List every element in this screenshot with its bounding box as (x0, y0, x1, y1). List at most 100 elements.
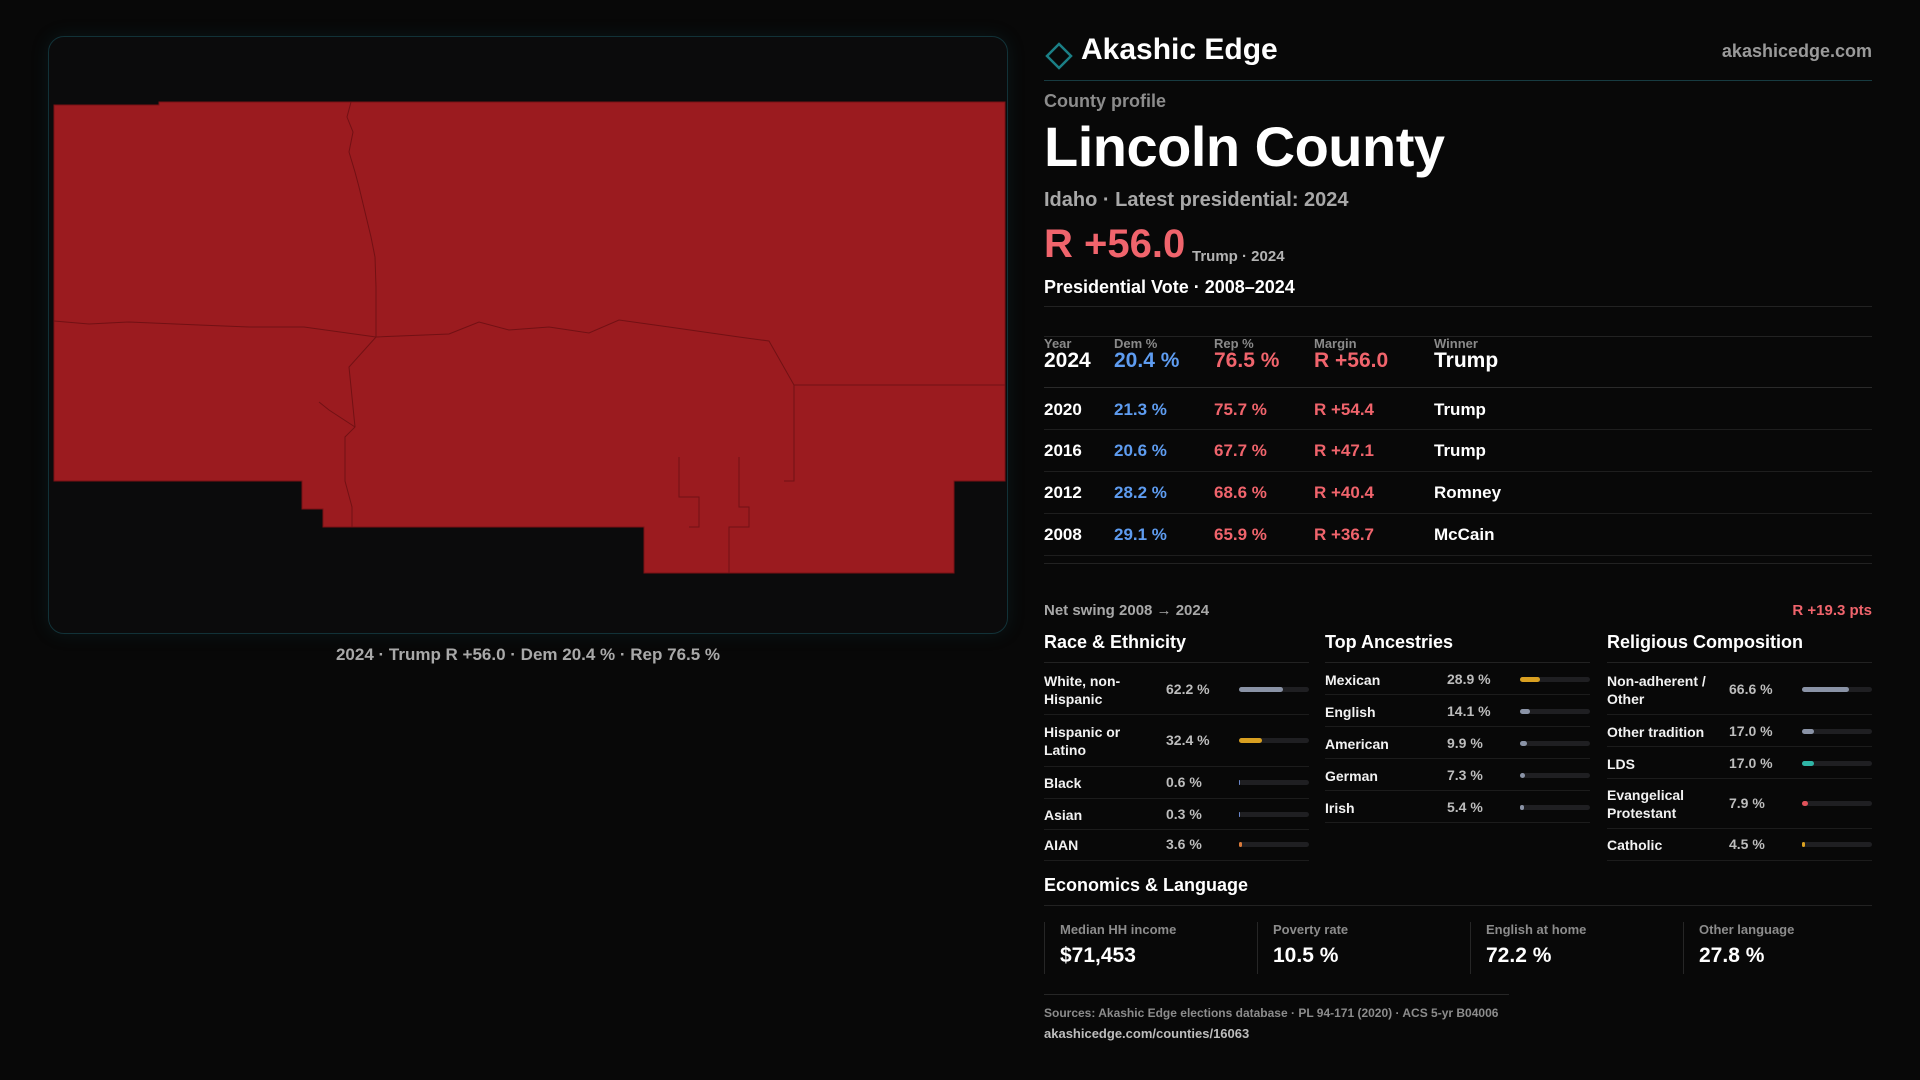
share-bar (1802, 761, 1872, 766)
share-bar (1802, 801, 1872, 806)
header-rep: Rep % (1214, 336, 1254, 351)
divider (1607, 662, 1872, 663)
share-bar (1520, 677, 1590, 682)
item-label: Other tradition (1607, 724, 1705, 740)
row-rep: 67.7 % (1214, 441, 1267, 460)
row-rep: 68.6 % (1214, 483, 1267, 502)
county-shape[interactable] (53, 101, 1006, 574)
share-bar-fill (1802, 687, 1849, 692)
list-item: Black 0.6 % (1044, 767, 1309, 799)
item-label: English (1325, 704, 1376, 720)
stat-value: 27.8 % (1699, 944, 1765, 967)
row-winner: Trump (1434, 349, 1499, 372)
list-item: English 14.1 % (1325, 695, 1590, 727)
row-rep: 75.7 % (1214, 400, 1267, 419)
row-margin: R +56.0 (1314, 349, 1389, 372)
list-item: American 9.9 % (1325, 727, 1590, 759)
share-bar-fill (1520, 677, 1541, 682)
item-value: 0.6 % (1166, 774, 1202, 790)
item-value: 7.9 % (1729, 795, 1765, 811)
share-bar (1239, 842, 1309, 847)
row-winner: Trump (1434, 441, 1486, 460)
row-year: 2008 (1044, 525, 1082, 544)
row-dem: 20.4 % (1114, 349, 1180, 372)
item-value: 0.3 % (1166, 806, 1202, 822)
share-bar-fill (1802, 761, 1814, 766)
stat-label: English at home (1486, 922, 1587, 937)
net-swing-value: R +19.3 pts (1792, 602, 1872, 619)
table-row[interactable]: 2008 29.1 % 65.9 % R +36.7 McCain (1044, 514, 1872, 556)
list-item: Irish 5.4 % (1325, 791, 1590, 823)
share-bar-fill (1802, 729, 1814, 734)
share-bar-fill (1802, 842, 1806, 847)
item-label: Hispanic or Latino (1044, 724, 1121, 758)
item-value: 9.9 % (1447, 735, 1483, 751)
county-map[interactable] (49, 37, 1008, 634)
item-value: 32.4 % (1166, 732, 1210, 748)
header-margin: Margin (1314, 336, 1357, 351)
share-bar-fill (1802, 801, 1808, 806)
race-title: Race & Ethnicity (1044, 632, 1187, 652)
share-bar (1520, 709, 1590, 714)
stat-card: Other language 27.8 % (1683, 922, 1883, 974)
share-bar-fill (1520, 709, 1530, 714)
item-label: American (1325, 736, 1389, 752)
share-bar-fill (1239, 842, 1242, 847)
stat-label: Other language (1699, 922, 1795, 937)
share-bar (1239, 780, 1309, 785)
item-value: 28.9 % (1447, 671, 1491, 687)
item-label: Evangelical Protestant (1607, 787, 1685, 821)
row-dem: 20.6 % (1114, 441, 1167, 460)
item-value: 7.3 % (1447, 767, 1483, 783)
table-row[interactable]: 2020 21.3 % 75.7 % R +54.4 Trump (1044, 388, 1872, 430)
list-item: Other tradition 17.0 % (1607, 715, 1872, 747)
stat-card: Median HH income $71,453 (1044, 922, 1244, 974)
share-bar (1520, 805, 1590, 810)
share-bar (1520, 773, 1590, 778)
list-item: Asian 0.3 % (1044, 799, 1309, 830)
list-item: Evangelical Protestant 7.9 % (1607, 779, 1872, 829)
share-bar-fill (1520, 741, 1527, 746)
profile-label: County profile (1044, 91, 1166, 111)
share-bar-fill (1239, 738, 1262, 743)
list-item: AIAN 3.6 % (1044, 830, 1309, 861)
header-dem: Dem % (1114, 336, 1158, 351)
row-year: 2020 (1044, 400, 1082, 419)
vote-table-title: Presidential Vote · 2008–2024 (1044, 277, 1295, 297)
item-value: 17.0 % (1729, 755, 1773, 771)
divider (1044, 306, 1872, 307)
table-row[interactable]: 2024 20.4 % 76.5 % R +56.0 Trump (1044, 336, 1872, 388)
row-margin: R +54.4 (1314, 400, 1375, 419)
headline-margin: R +56.0 (1044, 222, 1186, 266)
share-bar-fill (1239, 780, 1241, 785)
stat-value: $71,453 (1060, 944, 1136, 967)
sources-note: Sources: Akashic Edge elections database… (1044, 1006, 1499, 1020)
share-bar-fill (1520, 805, 1524, 810)
share-bar (1802, 842, 1872, 847)
stat-card: Poverty rate 10.5 % (1257, 922, 1457, 974)
item-label: Mexican (1325, 672, 1381, 688)
divider (1325, 662, 1590, 663)
headline-margin-note: Trump · 2024 (1192, 248, 1285, 265)
item-label: AIAN (1044, 837, 1079, 853)
county-subtitle: Idaho · Latest presidential: 2024 (1044, 189, 1349, 211)
item-value: 17.0 % (1729, 723, 1773, 739)
row-dem: 21.3 % (1114, 400, 1167, 419)
map-caption: 2024 · Trump R +56.0 · Dem 20.4 % · Rep … (335, 645, 721, 664)
item-value: 5.4 % (1447, 799, 1483, 815)
divider (1044, 563, 1872, 564)
list-item: White, non-Hispanic 62.2 % (1044, 663, 1309, 715)
table-row[interactable]: 2016 20.6 % 67.7 % R +47.1 Trump (1044, 430, 1872, 472)
table-row[interactable]: 2012 28.2 % 68.6 % R +40.4 Romney (1044, 472, 1872, 514)
vote-table-header: Year Dem % Rep % Margin Winner (1044, 336, 1872, 368)
county-url-link[interactable]: akashicedge.com/counties/16063 (1044, 1026, 1250, 1041)
diamond-outline-icon (1045, 42, 1073, 70)
share-bar (1239, 687, 1309, 692)
item-label: Non-adherent / Other (1607, 673, 1706, 707)
brand-url-link[interactable]: akashicedge.com (1721, 41, 1872, 61)
county-map-panel[interactable] (48, 36, 1008, 634)
item-value: 3.6 % (1166, 836, 1202, 852)
divider (1044, 336, 1872, 337)
net-swing-label: Net swing 2008 → 2024 (1044, 602, 1210, 619)
item-label: Irish (1325, 800, 1355, 816)
